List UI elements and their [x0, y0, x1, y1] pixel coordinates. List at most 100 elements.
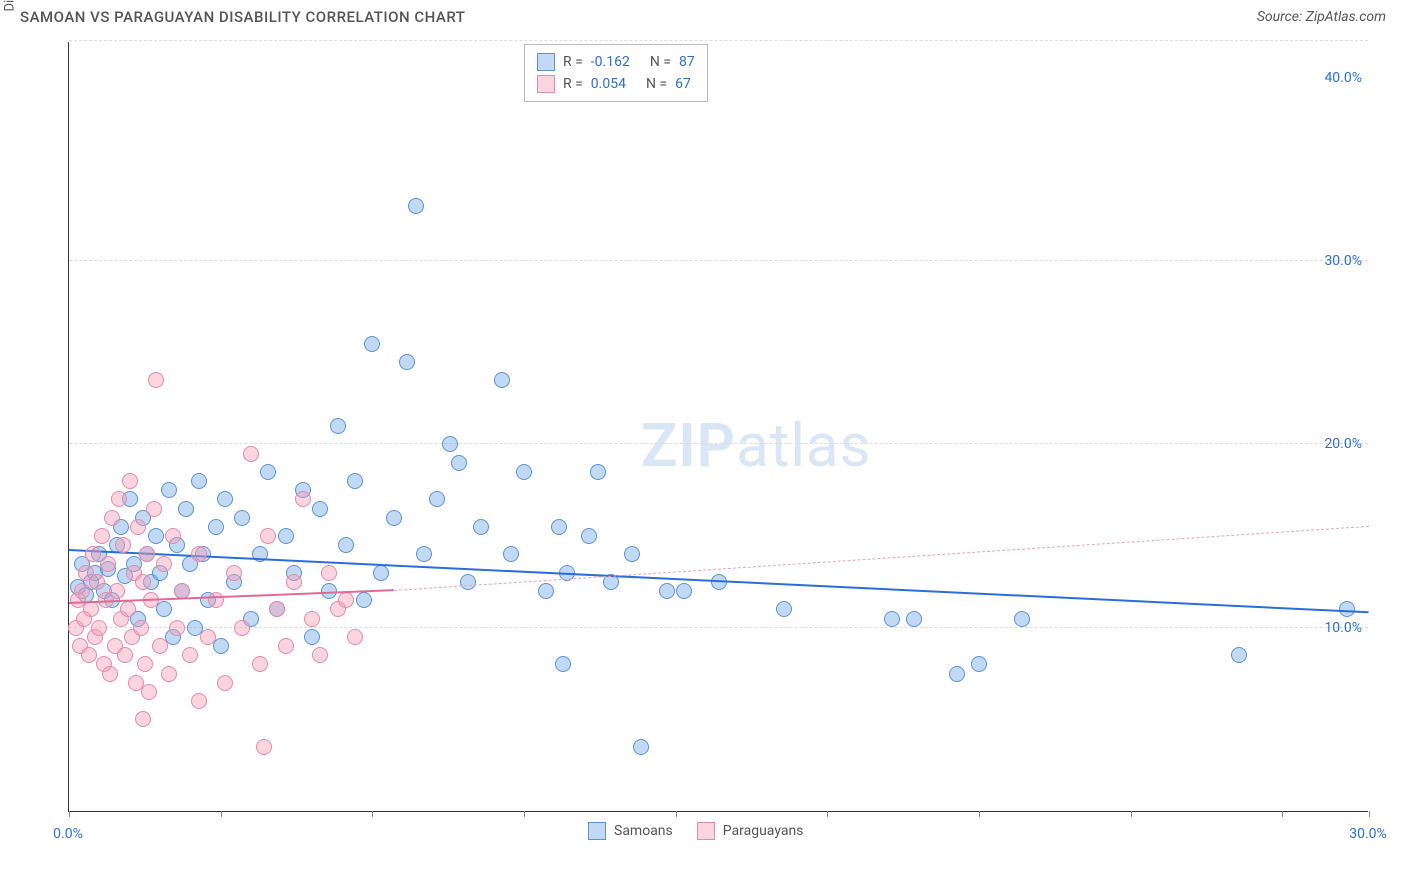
- data-point: [111, 491, 127, 507]
- data-point: [555, 656, 571, 672]
- data-point: [234, 510, 250, 526]
- data-point: [676, 583, 692, 599]
- data-point: [115, 537, 131, 553]
- data-point: [156, 556, 172, 572]
- data-point: [503, 546, 519, 562]
- data-point: [169, 620, 185, 636]
- data-point: [191, 473, 207, 489]
- data-point: [260, 528, 276, 544]
- data-point: [473, 519, 489, 535]
- data-point: [347, 473, 363, 489]
- data-point: [148, 528, 164, 544]
- x-tick: [69, 811, 70, 817]
- x-tick: [979, 811, 980, 817]
- data-point: [156, 601, 172, 617]
- legend-swatch: [537, 53, 555, 71]
- data-point: [330, 418, 346, 434]
- data-point: [304, 629, 320, 645]
- data-point: [312, 501, 328, 517]
- legend-swatch: [697, 822, 715, 840]
- data-point: [659, 583, 675, 599]
- data-point: [104, 510, 120, 526]
- data-point: [256, 739, 272, 755]
- series-legend-label: Paraguayans: [723, 823, 804, 839]
- source-label: Source: ZipAtlas.com: [1257, 9, 1386, 25]
- y-tick-label: 30.0%: [1324, 253, 1362, 269]
- data-point: [252, 656, 268, 672]
- data-point: [906, 611, 922, 627]
- data-point: [243, 446, 259, 462]
- data-point: [295, 491, 311, 507]
- trend-line: [69, 549, 1369, 613]
- x-tick: [524, 811, 525, 817]
- data-point: [146, 501, 162, 517]
- data-point: [451, 455, 467, 471]
- data-point: [217, 675, 233, 691]
- data-point: [165, 528, 181, 544]
- data-point: [161, 666, 177, 682]
- data-point: [122, 473, 138, 489]
- data-point: [117, 647, 133, 663]
- series-legend-item: Paraguayans: [697, 822, 804, 840]
- data-point: [208, 519, 224, 535]
- data-point: [135, 574, 151, 590]
- data-point: [81, 647, 97, 663]
- data-point: [551, 519, 567, 535]
- data-point: [208, 592, 224, 608]
- gridline: [69, 40, 1368, 41]
- data-point: [130, 519, 146, 535]
- data-point: [137, 656, 153, 672]
- legend-swatch: [537, 75, 555, 93]
- data-point: [442, 436, 458, 452]
- x-tick: [1282, 811, 1283, 817]
- data-point: [776, 601, 792, 617]
- data-point: [949, 666, 965, 682]
- data-point: [373, 565, 389, 581]
- y-tick-label: 40.0%: [1324, 70, 1362, 86]
- data-point: [364, 336, 380, 352]
- gridline: [69, 260, 1368, 261]
- x-tick: [221, 811, 222, 817]
- x-tick: [827, 811, 828, 817]
- data-point: [624, 546, 640, 562]
- data-point: [94, 528, 110, 544]
- data-point: [148, 372, 164, 388]
- x-tick: [372, 811, 373, 817]
- plot-area: ZIPatlas R = -0.162N = 87R = 0.054N = 67…: [68, 42, 1368, 812]
- data-point: [141, 684, 157, 700]
- legend-swatch: [588, 822, 606, 840]
- data-point: [182, 647, 198, 663]
- stats-legend-row: R = 0.054N = 67: [537, 73, 695, 95]
- x-tick: [676, 811, 677, 817]
- gridline: [69, 443, 1368, 444]
- data-point: [416, 546, 432, 562]
- data-point: [633, 739, 649, 755]
- data-point: [538, 583, 554, 599]
- trend-line: [394, 526, 1369, 591]
- data-point: [191, 693, 207, 709]
- data-point: [581, 528, 597, 544]
- x-tick-label: 0.0%: [53, 826, 83, 842]
- data-point: [321, 565, 337, 581]
- series-legend-label: Samoans: [614, 823, 673, 839]
- x-tick: [1369, 811, 1370, 817]
- gridline: [69, 627, 1368, 628]
- series-legend-item: Samoans: [588, 822, 673, 840]
- data-point: [200, 629, 216, 645]
- data-point: [399, 354, 415, 370]
- data-point: [1231, 647, 1247, 663]
- data-point: [884, 611, 900, 627]
- data-point: [102, 666, 118, 682]
- data-point: [178, 501, 194, 517]
- data-point: [338, 537, 354, 553]
- data-point: [429, 491, 445, 507]
- data-point: [213, 638, 229, 654]
- stats-legend: R = -0.162N = 87R = 0.054N = 67: [524, 44, 708, 102]
- x-tick-label: 30.0%: [1349, 826, 1387, 842]
- data-point: [260, 464, 276, 480]
- data-point: [312, 647, 328, 663]
- data-point: [338, 592, 354, 608]
- data-point: [347, 629, 363, 645]
- data-point: [269, 601, 285, 617]
- y-axis-label: Disability: [3, 0, 18, 12]
